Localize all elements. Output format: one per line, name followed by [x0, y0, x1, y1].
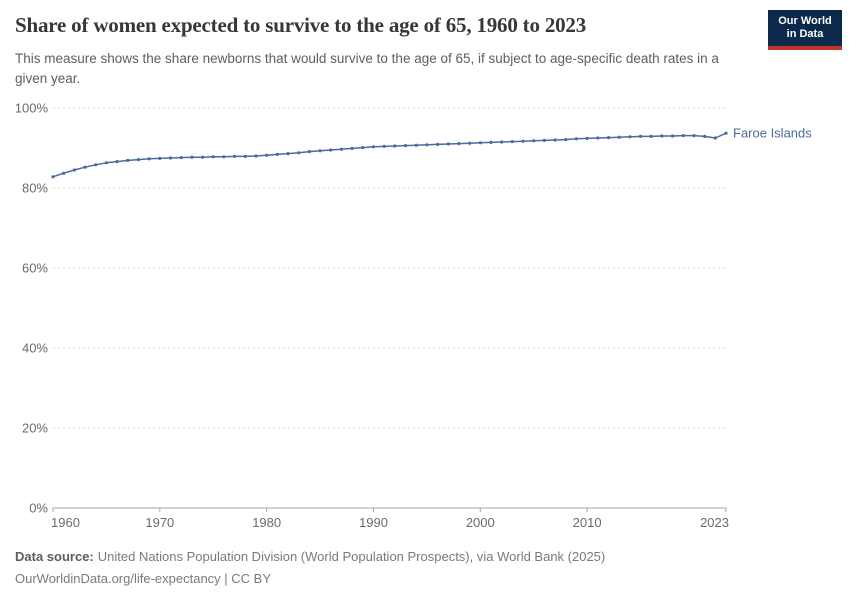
series-end-label[interactable]: Faroe Islands — [733, 125, 812, 140]
footer-source-line: Data source: United Nations Population Di… — [15, 546, 835, 568]
data-point[interactable] — [649, 134, 653, 138]
x-tick-label: 2023 — [700, 515, 729, 530]
data-point[interactable] — [468, 141, 472, 145]
y-tick-label: 40% — [22, 341, 48, 356]
data-point[interactable] — [94, 163, 98, 167]
data-source-text: United Nations Population Division (Worl… — [97, 549, 606, 564]
chart-subtitle: This measure shows the share newborns th… — [15, 51, 719, 86]
data-point[interactable] — [371, 145, 376, 149]
data-point[interactable] — [638, 134, 643, 138]
data-point[interactable] — [500, 140, 504, 144]
data-point[interactable] — [585, 136, 589, 140]
x-tick-label: 1970 — [145, 515, 174, 530]
data-point[interactable] — [361, 146, 365, 150]
data-point[interactable] — [243, 154, 247, 158]
data-point[interactable] — [307, 150, 311, 154]
data-point[interactable] — [233, 154, 237, 158]
data-point[interactable] — [51, 175, 55, 179]
data-point[interactable] — [222, 155, 226, 159]
y-tick-label: 0% — [29, 501, 48, 516]
owid-logo[interactable]: Our World in Data — [768, 10, 842, 50]
data-point[interactable] — [393, 144, 397, 148]
data-point[interactable] — [414, 143, 418, 147]
data-point[interactable] — [521, 139, 525, 143]
data-point[interactable] — [457, 142, 461, 146]
data-point[interactable] — [201, 155, 205, 159]
y-tick-label: 80% — [22, 181, 48, 196]
data-point[interactable] — [596, 136, 600, 140]
data-point[interactable] — [382, 144, 386, 148]
data-point[interactable] — [190, 155, 194, 159]
data-point[interactable] — [104, 161, 108, 165]
data-point[interactable] — [297, 151, 301, 155]
x-tick-label: 1960 — [51, 515, 80, 530]
data-point[interactable] — [350, 146, 354, 150]
data-point[interactable] — [713, 136, 717, 140]
data-point[interactable] — [62, 171, 66, 175]
y-tick-label: 20% — [22, 421, 48, 436]
data-point[interactable] — [425, 143, 429, 147]
owid-logo-line1: Our World — [778, 15, 832, 27]
data-point[interactable] — [126, 158, 130, 162]
data-point[interactable] — [510, 140, 514, 144]
data-point[interactable] — [115, 160, 119, 164]
data-point[interactable] — [542, 138, 547, 142]
data-point[interactable] — [136, 158, 141, 162]
data-point[interactable] — [211, 155, 215, 159]
data-point[interactable] — [692, 134, 696, 138]
owid-logo-line2: in Data — [786, 28, 824, 40]
data-point[interactable] — [703, 134, 707, 138]
series-faroe-islands[interactable] — [51, 131, 728, 179]
x-tick-label: 1980 — [252, 515, 281, 530]
data-point[interactable] — [147, 157, 151, 161]
data-point[interactable] — [606, 136, 611, 140]
data-point[interactable] — [179, 156, 183, 160]
data-point[interactable] — [671, 134, 675, 138]
data-point[interactable] — [72, 168, 76, 172]
x-tick-label: 1990 — [359, 515, 388, 530]
data-point[interactable] — [275, 152, 279, 156]
footer-license-line[interactable]: OurWorldinData.org/life-expectancy | CC … — [15, 571, 272, 586]
data-point[interactable] — [339, 147, 343, 151]
x-tick-label: 2010 — [573, 515, 602, 530]
data-point[interactable] — [553, 138, 557, 142]
series-line[interactable] — [52, 132, 727, 178]
chart-footer: Data source: United Nations Population Di… — [15, 546, 835, 590]
data-source-label: Data source: — [15, 549, 94, 564]
page-title: Share of women expected to survive to th… — [15, 13, 587, 37]
data-point[interactable] — [681, 134, 685, 138]
data-point[interactable] — [329, 148, 333, 152]
data-point[interactable] — [478, 141, 482, 145]
data-point[interactable] — [436, 142, 440, 146]
data-point[interactable] — [168, 156, 173, 160]
data-point[interactable] — [158, 156, 162, 160]
data-point[interactable] — [660, 134, 664, 138]
data-point[interactable] — [724, 131, 728, 135]
data-point[interactable] — [83, 165, 87, 169]
data-point[interactable] — [489, 140, 493, 144]
data-point[interactable] — [532, 139, 536, 143]
y-tick-label: 100% — [15, 101, 49, 116]
data-point[interactable] — [564, 138, 568, 142]
data-point[interactable] — [628, 135, 632, 139]
data-point[interactable] — [403, 144, 408, 148]
x-tick-label: 2000 — [466, 515, 495, 530]
data-point[interactable] — [617, 135, 621, 139]
data-point[interactable] — [254, 154, 258, 158]
data-point[interactable] — [318, 149, 322, 153]
data-point[interactable] — [574, 137, 579, 141]
data-point[interactable] — [286, 152, 290, 156]
data-point[interactable] — [446, 142, 450, 146]
y-tick-label: 60% — [22, 261, 48, 276]
data-point[interactable] — [265, 153, 269, 157]
